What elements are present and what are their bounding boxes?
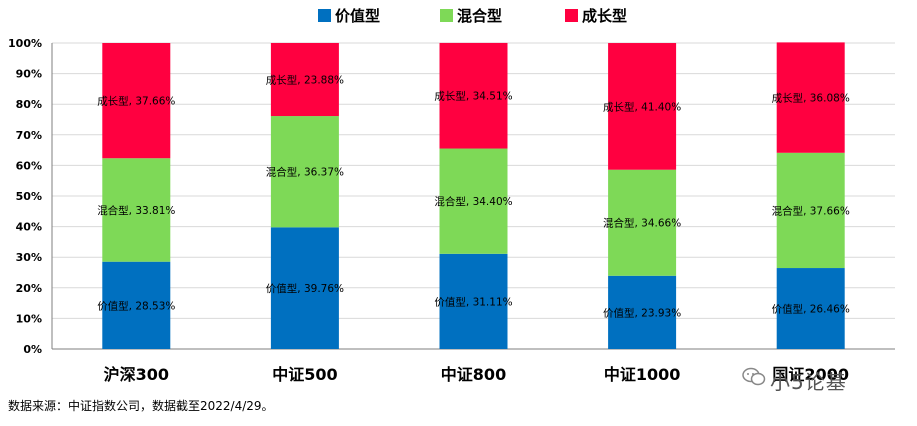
bar-segment: [270, 116, 339, 228]
data-label: 价值型, 39.76%: [266, 282, 344, 295]
legend-label: 价值型: [335, 7, 380, 25]
legend-label: 混合型: [457, 7, 502, 25]
bar-segment: [102, 43, 171, 159]
data-label: 价值型, 26.46%: [772, 303, 850, 316]
data-label: 混合型, 34.40%: [434, 195, 512, 208]
y-tick-label: 40%: [16, 221, 42, 234]
bar-segment: [439, 148, 508, 254]
y-tick-label: 50%: [16, 190, 42, 203]
bar-segment: [102, 261, 171, 349]
x-tick-label: 中证500: [272, 365, 337, 384]
data-label: 混合型, 34.66%: [603, 217, 681, 230]
data-source-note: 数据来源：中证指数公司，数据截至2022/4/29。: [8, 399, 274, 413]
legend-swatch: [318, 9, 331, 22]
bar-segment: [776, 42, 845, 153]
data-label: 价值型, 31.11%: [434, 295, 512, 308]
data-label: 成长型, 36.08%: [772, 92, 850, 105]
wechat-icon: [742, 367, 766, 386]
legend-swatch: [565, 9, 578, 22]
data-label: 混合型, 33.81%: [97, 204, 175, 217]
data-label: 价值型, 28.53%: [97, 299, 175, 312]
y-tick-label: 100%: [8, 37, 42, 50]
y-tick-label: 60%: [16, 159, 42, 172]
x-tick-label: 中证1000: [604, 365, 681, 384]
data-label: 混合型, 36.37%: [266, 166, 344, 179]
bar-segment: [439, 253, 508, 349]
data-label: 成长型, 37.66%: [97, 95, 175, 108]
x-tick-label: 国证2000: [772, 365, 849, 384]
bar-segment: [608, 43, 677, 170]
data-label: 成长型, 23.88%: [266, 74, 344, 87]
y-tick-label: 10%: [16, 312, 42, 325]
y-tick-label: 70%: [16, 129, 42, 142]
bar-segment: [270, 42, 339, 117]
legend-label: 成长型: [582, 7, 627, 25]
bar-segment: [776, 152, 845, 269]
data-label: 成长型, 41.40%: [603, 100, 681, 113]
bar-segment: [102, 158, 171, 262]
data-label: 价值型, 23.93%: [603, 306, 681, 319]
watermark-text: 小5论基: [770, 370, 847, 394]
y-tick-label: 90%: [16, 68, 42, 81]
data-label: 成长型, 34.51%: [434, 90, 512, 103]
data-label: 混合型, 37.66%: [772, 204, 850, 217]
x-tick-label: 中证800: [441, 365, 506, 384]
y-tick-label: 30%: [16, 251, 42, 264]
bar-segment: [608, 275, 677, 349]
bar-segment: [776, 268, 845, 349]
y-tick-label: 20%: [16, 282, 42, 295]
bar-segment: [270, 227, 339, 349]
legend-swatch: [440, 9, 453, 22]
y-tick-label: 0%: [23, 343, 42, 356]
y-tick-label: 80%: [16, 98, 42, 111]
bar-segment: [439, 42, 508, 149]
bar-segment: [608, 169, 677, 276]
x-tick-label: 沪深300: [104, 365, 169, 384]
